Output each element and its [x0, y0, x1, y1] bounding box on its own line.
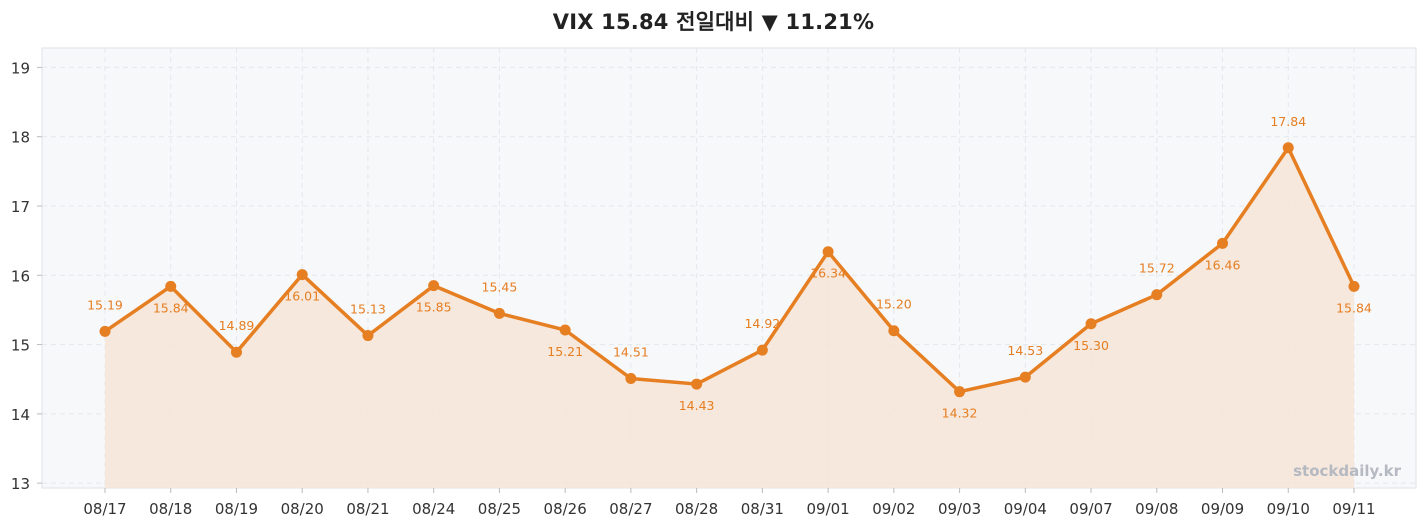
x-tick-label: 08/26 [544, 500, 587, 518]
data-point [1348, 280, 1360, 292]
data-label: 14.51 [613, 345, 649, 360]
x-tick-label: 09/01 [806, 500, 849, 518]
y-tick-label: 17 [11, 198, 30, 216]
x-tick-label: 08/19 [215, 500, 258, 518]
area-fill-layer [105, 147, 1354, 488]
y-tick-label: 16 [11, 267, 30, 285]
x-tick-label: 09/07 [1069, 500, 1112, 518]
x-tick-label: 08/18 [149, 500, 192, 518]
data-point [362, 330, 374, 342]
y-axis-ticks: 13 14 15 16 17 18 19 [11, 59, 42, 493]
series-area-fill [105, 147, 1354, 488]
data-label: 15.30 [1073, 338, 1109, 353]
data-label: 15.21 [547, 344, 583, 359]
x-tick-label: 09/03 [938, 500, 981, 518]
watermark: stockdaily.kr [1293, 462, 1401, 480]
data-label: 15.13 [350, 302, 386, 317]
x-tick-label: 08/25 [478, 500, 521, 518]
x-tick-label: 09/09 [1201, 500, 1244, 518]
x-tick-label: 09/04 [1004, 500, 1047, 518]
data-label: 15.84 [153, 300, 189, 315]
y-tick-label: 19 [11, 59, 30, 77]
data-label: 14.92 [744, 316, 780, 331]
data-point [954, 386, 966, 398]
data-label: 15.72 [1139, 261, 1175, 276]
x-tick-label: 08/17 [83, 500, 126, 518]
data-label: 15.20 [876, 297, 912, 312]
x-axis-ticks: 08/17 08/18 08/19 08/20 08/21 08/24 08/25 08/26… [83, 488, 1376, 518]
data-point [1282, 142, 1294, 154]
y-tick-label: 15 [11, 337, 30, 355]
data-point [559, 324, 571, 336]
data-point [230, 346, 242, 358]
x-tick-label: 09/10 [1267, 500, 1310, 518]
data-point [493, 307, 505, 319]
x-tick-label: 08/21 [346, 500, 389, 518]
series-line [103, 146, 1356, 394]
x-tick-label: 08/27 [609, 500, 652, 518]
y-tick-label: 13 [11, 475, 30, 493]
data-labels-layer: 15.19 15.84 14.89 16.01 15.13 15.85 15.45 15.21… [87, 114, 1372, 421]
x-tick-label: 08/20 [281, 500, 324, 518]
data-point [1019, 371, 1031, 383]
data-label: 14.53 [1007, 343, 1043, 358]
y-tick-label: 18 [11, 129, 30, 147]
data-label: 16.46 [1205, 257, 1241, 272]
data-label: 14.89 [219, 318, 255, 333]
data-label: 15.85 [416, 300, 452, 315]
data-point [165, 280, 177, 292]
data-label: 16.01 [284, 289, 320, 304]
data-label: 15.19 [87, 297, 123, 312]
chart-title: VIX 15.84 전일대비 ▼ 11.21% [552, 10, 875, 34]
x-tick-label: 09/08 [1135, 500, 1178, 518]
data-label: 15.84 [1336, 300, 1372, 315]
series-line-layer [103, 146, 1356, 394]
x-tick-label: 08/28 [675, 500, 718, 518]
x-tick-label: 09/02 [872, 500, 915, 518]
data-point [296, 269, 308, 281]
data-label: 15.45 [482, 279, 518, 294]
data-point [1085, 318, 1097, 330]
data-point [822, 246, 834, 258]
data-label: 16.34 [810, 266, 846, 281]
data-label: 17.84 [1270, 114, 1306, 129]
x-tick-label: 08/31 [741, 500, 784, 518]
x-tick-label: 08/24 [412, 500, 455, 518]
data-point [428, 280, 440, 292]
data-label: 14.32 [942, 406, 978, 421]
data-point [625, 373, 637, 385]
y-tick-label: 14 [11, 406, 30, 424]
data-points-layer [99, 142, 1360, 398]
data-label: 14.43 [679, 398, 715, 413]
data-point [1151, 289, 1163, 301]
data-point [756, 344, 768, 356]
data-point [1217, 237, 1229, 249]
data-point [99, 325, 111, 337]
data-point [691, 378, 703, 390]
data-point [888, 325, 900, 337]
x-tick-label: 09/11 [1332, 500, 1375, 518]
